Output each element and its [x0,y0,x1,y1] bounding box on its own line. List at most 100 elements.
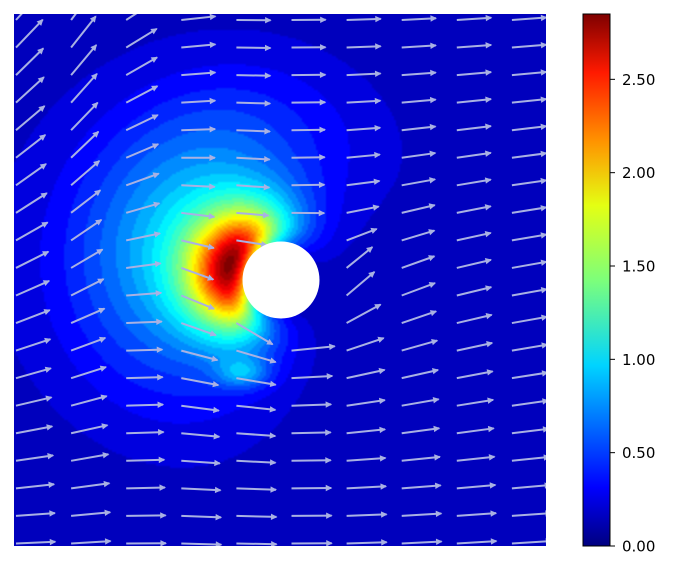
vector-arrow-shaft [511,343,546,352]
vector-arrow-shaft [15,105,46,131]
vector-arrow-head [487,397,495,404]
vector-arrow-head [374,97,382,105]
vector-arrow-shaft [401,398,439,407]
vector-arrow-head [207,303,216,310]
vector-arrow-head [103,480,111,488]
vector-arrow-shaft [70,14,77,21]
vector-field [15,14,546,546]
vector-arrow-head [430,42,437,49]
vector-arrow-shaft [70,248,104,269]
vector-arrow-head [484,204,492,211]
vector-arrow-shaft [126,348,163,352]
vector-arrow-head [485,96,493,103]
vector-arrow-shaft [70,73,98,104]
vector-arrow-shaft [511,206,546,214]
vector-arrow-shaft [236,487,277,491]
vector-arrow-head [208,213,216,220]
vector-arrow-head [326,512,333,519]
vector-arrow-head [540,205,546,212]
vector-arrow-shaft [15,192,48,214]
vector-arrow-shaft [236,156,270,161]
vector-arrow-head [89,15,97,23]
vector-arrow-head [544,482,546,489]
vector-arrow-shaft [15,76,45,104]
vector-arrow-head [265,17,272,24]
vector-arrow-shaft [236,432,276,437]
vector-arrow-shaft [181,239,215,249]
vector-arrow-head [44,366,52,373]
vector-arrow-head [380,483,388,490]
vector-arrow-head [159,484,167,491]
vector-arrow-shaft [401,17,437,21]
vector-arrow-head [95,219,103,226]
vector-arrow-head [264,128,271,135]
vector-arrow-head [151,114,159,121]
vector-arrow-shaft [70,366,107,380]
vector-arrow-shaft [70,44,98,76]
vector-arrow-head [99,365,107,372]
vector-arrow-shaft [456,125,492,132]
vector-arrow-head [209,41,217,49]
vector-arrow-head [325,484,333,492]
vector-arrow-head [209,330,217,337]
vector-arrow-head [484,230,492,238]
vector-arrow-shaft [401,44,436,49]
vector-arrow-shaft [456,398,494,407]
vector-arrow-shaft [125,56,158,76]
vector-arrow-shaft [511,399,546,407]
vector-arrow-shaft [181,184,215,188]
vector-arrow-shaft [181,432,220,438]
vector-arrow-shaft [456,71,492,77]
vector-arrow-shaft [125,27,158,49]
vector-arrow-head [485,14,493,22]
vector-arrow-head [211,355,219,362]
vector-arrow-head [435,538,443,545]
vector-arrow-shaft [125,232,161,242]
vector-arrow-shaft [511,371,546,380]
vector-arrow-head [378,397,386,405]
vector-arrow-head [42,251,50,257]
vector-arrow-shaft [511,125,546,132]
vector-arrow-shaft [346,180,380,187]
vector-arrow-head [97,278,105,285]
vector-arrow-shaft [181,99,216,104]
vector-arrow-shaft [125,202,160,214]
vector-arrow-shaft [346,17,381,21]
vector-arrow-shaft [70,482,110,490]
vector-arrow-head [540,42,546,49]
vector-arrow-shaft [456,98,492,104]
vector-arrow-shaft [401,125,436,132]
vector-arrow-head [378,367,386,375]
vector-arrow-shaft [511,16,546,21]
vector-arrow-shaft [70,395,107,407]
vector-arrow-shaft [236,74,271,77]
vector-arrow-shaft [511,428,546,435]
vector-arrow-head [262,211,270,219]
vector-arrow-head [38,105,46,112]
plot-area [14,14,546,546]
vector-arrow-head [36,18,44,26]
vector-arrow-head [428,281,436,288]
vector-arrow-head [320,44,327,51]
vector-arrow-shaft [401,540,442,545]
vector-arrow-shaft [456,151,492,159]
vector-arrow-head [160,540,167,546]
vector-arrow-head [488,454,496,461]
vector-arrow-shaft [181,15,216,21]
colorbar-ticks: 0.00 0.50 1.00 1.50 2.00 2.50 [610,71,655,556]
vector-arrow-head [99,336,107,343]
vector-arrow-head [215,541,223,546]
vector-arrow-shaft [71,540,111,545]
vector-arrow-shaft [511,315,546,325]
vector-arrow-shaft [511,484,546,490]
vector-arrow-head [542,398,546,405]
vector-arrow-head [428,203,436,210]
vector-arrow-head [375,43,382,50]
vector-arrow-head [157,429,165,436]
vector-arrow-shaft [125,143,159,159]
vector-arrow-head [266,338,274,345]
vector-arrow-head [485,285,493,292]
vector-arrow-head [38,134,47,141]
vector-arrow-head [319,71,327,79]
vector-arrow-head [213,433,221,440]
